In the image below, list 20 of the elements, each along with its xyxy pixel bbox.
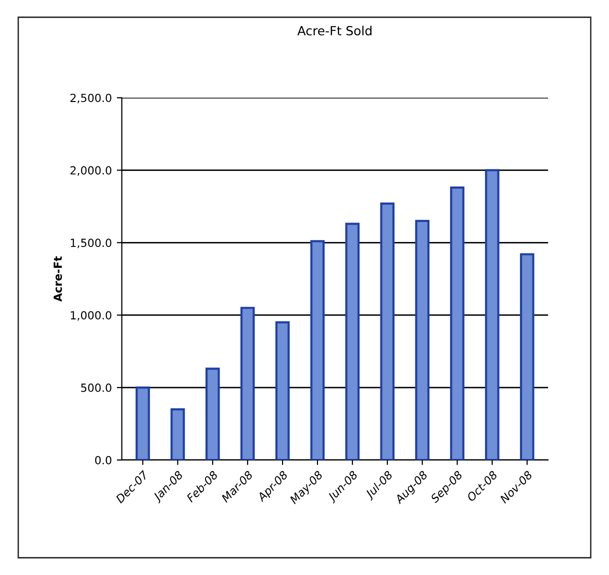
y-tick-label: 1,000.0	[70, 311, 112, 321]
bar	[450, 186, 464, 460]
bar	[170, 408, 185, 460]
bar	[345, 222, 360, 460]
y-tick-label: 2,500.0	[70, 94, 112, 104]
y-tick-label: 500.0	[81, 384, 112, 392]
chart-title: Acre-Ft Sold	[297, 26, 372, 36]
bar	[240, 306, 255, 460]
bar	[205, 368, 220, 460]
bar	[485, 169, 500, 460]
y-tick-label: 0.0	[95, 456, 112, 464]
y-tick-label: 2,000.0	[70, 166, 112, 176]
bar	[310, 240, 325, 460]
y-tick-label: 1,500.0	[70, 238, 112, 248]
bar	[415, 220, 430, 460]
bar	[275, 321, 290, 460]
bar	[520, 253, 534, 460]
bar	[380, 202, 395, 460]
y-axis-title: Acre-Ft	[54, 256, 62, 302]
bar	[136, 386, 150, 460]
